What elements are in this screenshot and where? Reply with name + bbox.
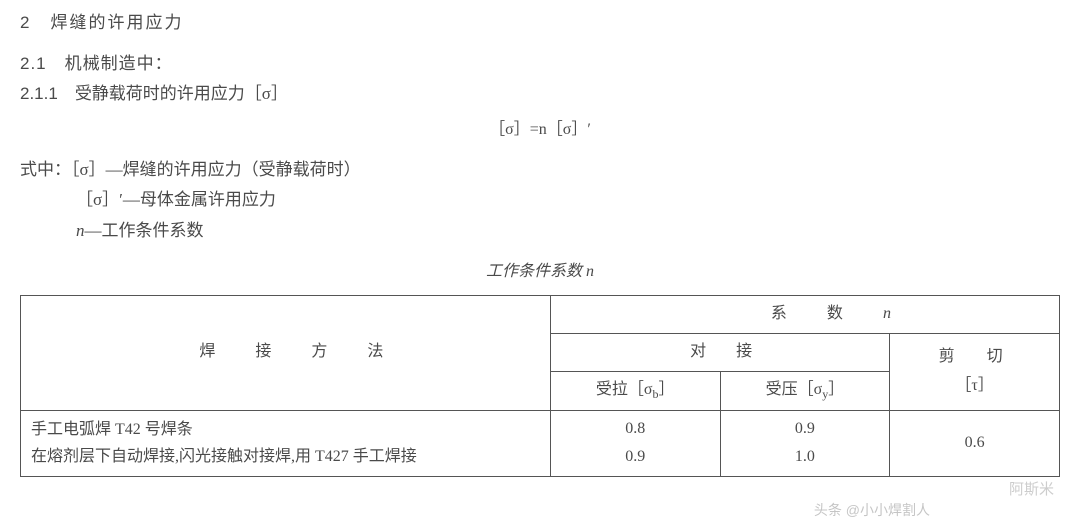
def-n-text: —工作条件系数 xyxy=(85,221,204,240)
col-butt: 对接 xyxy=(550,333,889,371)
sub2-title: 受静载荷时的许用应力［σ］ xyxy=(75,84,288,103)
table-row-header1: 焊接方法 系数n xyxy=(21,296,1060,334)
s-0: 0.6 xyxy=(898,429,1051,458)
col-tension: 受拉［σb］ xyxy=(550,371,720,410)
shear-cell: 0.6 xyxy=(890,410,1060,477)
c-1: 1.0 xyxy=(729,443,882,472)
method-cell: 手工电弧焊 T42 号焊条 在熔剂层下自动焊接,闪光接触对接焊,用 T427 手… xyxy=(21,410,551,477)
tension-text: 受拉［σ xyxy=(596,381,653,398)
def-n: n—工作条件系数 xyxy=(76,216,1060,247)
def-n-symbol: n xyxy=(76,221,85,240)
table-title-n: n xyxy=(586,263,594,280)
subsection-2-1: 2.1 机械制造中： xyxy=(20,49,1060,80)
section-title: 焊缝的许用应力 xyxy=(50,13,183,32)
shear-label: 剪 切 xyxy=(898,343,1051,372)
tension-end: ］ xyxy=(659,381,675,398)
col-coeff: 系数n xyxy=(550,296,1059,334)
col-method: 焊接方法 xyxy=(21,296,551,410)
compression-cell: 0.9 1.0 xyxy=(720,410,890,477)
method-row-1: 在熔剂层下自动焊接,闪光接触对接焊,用 T427 手工焊接 xyxy=(31,443,542,470)
subsection-2-1-1: 2.1.1 受静载荷时的许用应力［σ］ xyxy=(20,79,1060,110)
table-title-text: 工作条件系数 xyxy=(486,263,586,280)
coefficient-table: 焊接方法 系数n 对接 剪 切 ［τ］ 受拉［σb］ 受压［σy］ 手工电弧焊 … xyxy=(20,295,1060,477)
tension-cell: 0.8 0.9 xyxy=(550,410,720,477)
formula: ［σ］=n［σ］′ xyxy=(20,116,1060,145)
coeff-n: n xyxy=(883,305,891,322)
c-0: 0.9 xyxy=(729,415,882,444)
coeff-text: 系数 xyxy=(771,305,883,322)
col-compression: 受压［σy］ xyxy=(720,371,890,410)
section-heading: 2 焊缝的许用应力 xyxy=(20,8,1060,39)
watermark-logo: 阿斯米 xyxy=(1009,476,1054,503)
method-row-0: 手工电弧焊 T42 号焊条 xyxy=(31,416,542,443)
sub1-title: 机械制造中： xyxy=(65,54,173,73)
section-num: 2 xyxy=(20,13,31,32)
tau-symbol: ［τ］ xyxy=(898,372,1051,401)
sub2-num: 2.1.1 xyxy=(20,84,58,103)
def-sigma: 式中：［σ］—焊缝的许用应力（受静载荷时） xyxy=(20,155,1060,186)
watermark-author: 头条 @小小焊割人 xyxy=(814,498,930,523)
table-data-row: 手工电弧焊 T42 号焊条 在熔剂层下自动焊接,闪光接触对接焊,用 T427 手… xyxy=(21,410,1060,477)
comp-text: 受压［σ xyxy=(766,381,823,398)
t-0: 0.8 xyxy=(559,415,712,444)
table-title: 工作条件系数 n xyxy=(20,258,1060,287)
sub1-num: 2.1 xyxy=(20,54,47,73)
col-shear: 剪 切 ［τ］ xyxy=(890,333,1060,410)
t-1: 0.9 xyxy=(559,443,712,472)
comp-end: ］ xyxy=(828,381,844,398)
def-sigma-prime: ［σ］′—母体金属许用应力 xyxy=(76,185,1060,216)
